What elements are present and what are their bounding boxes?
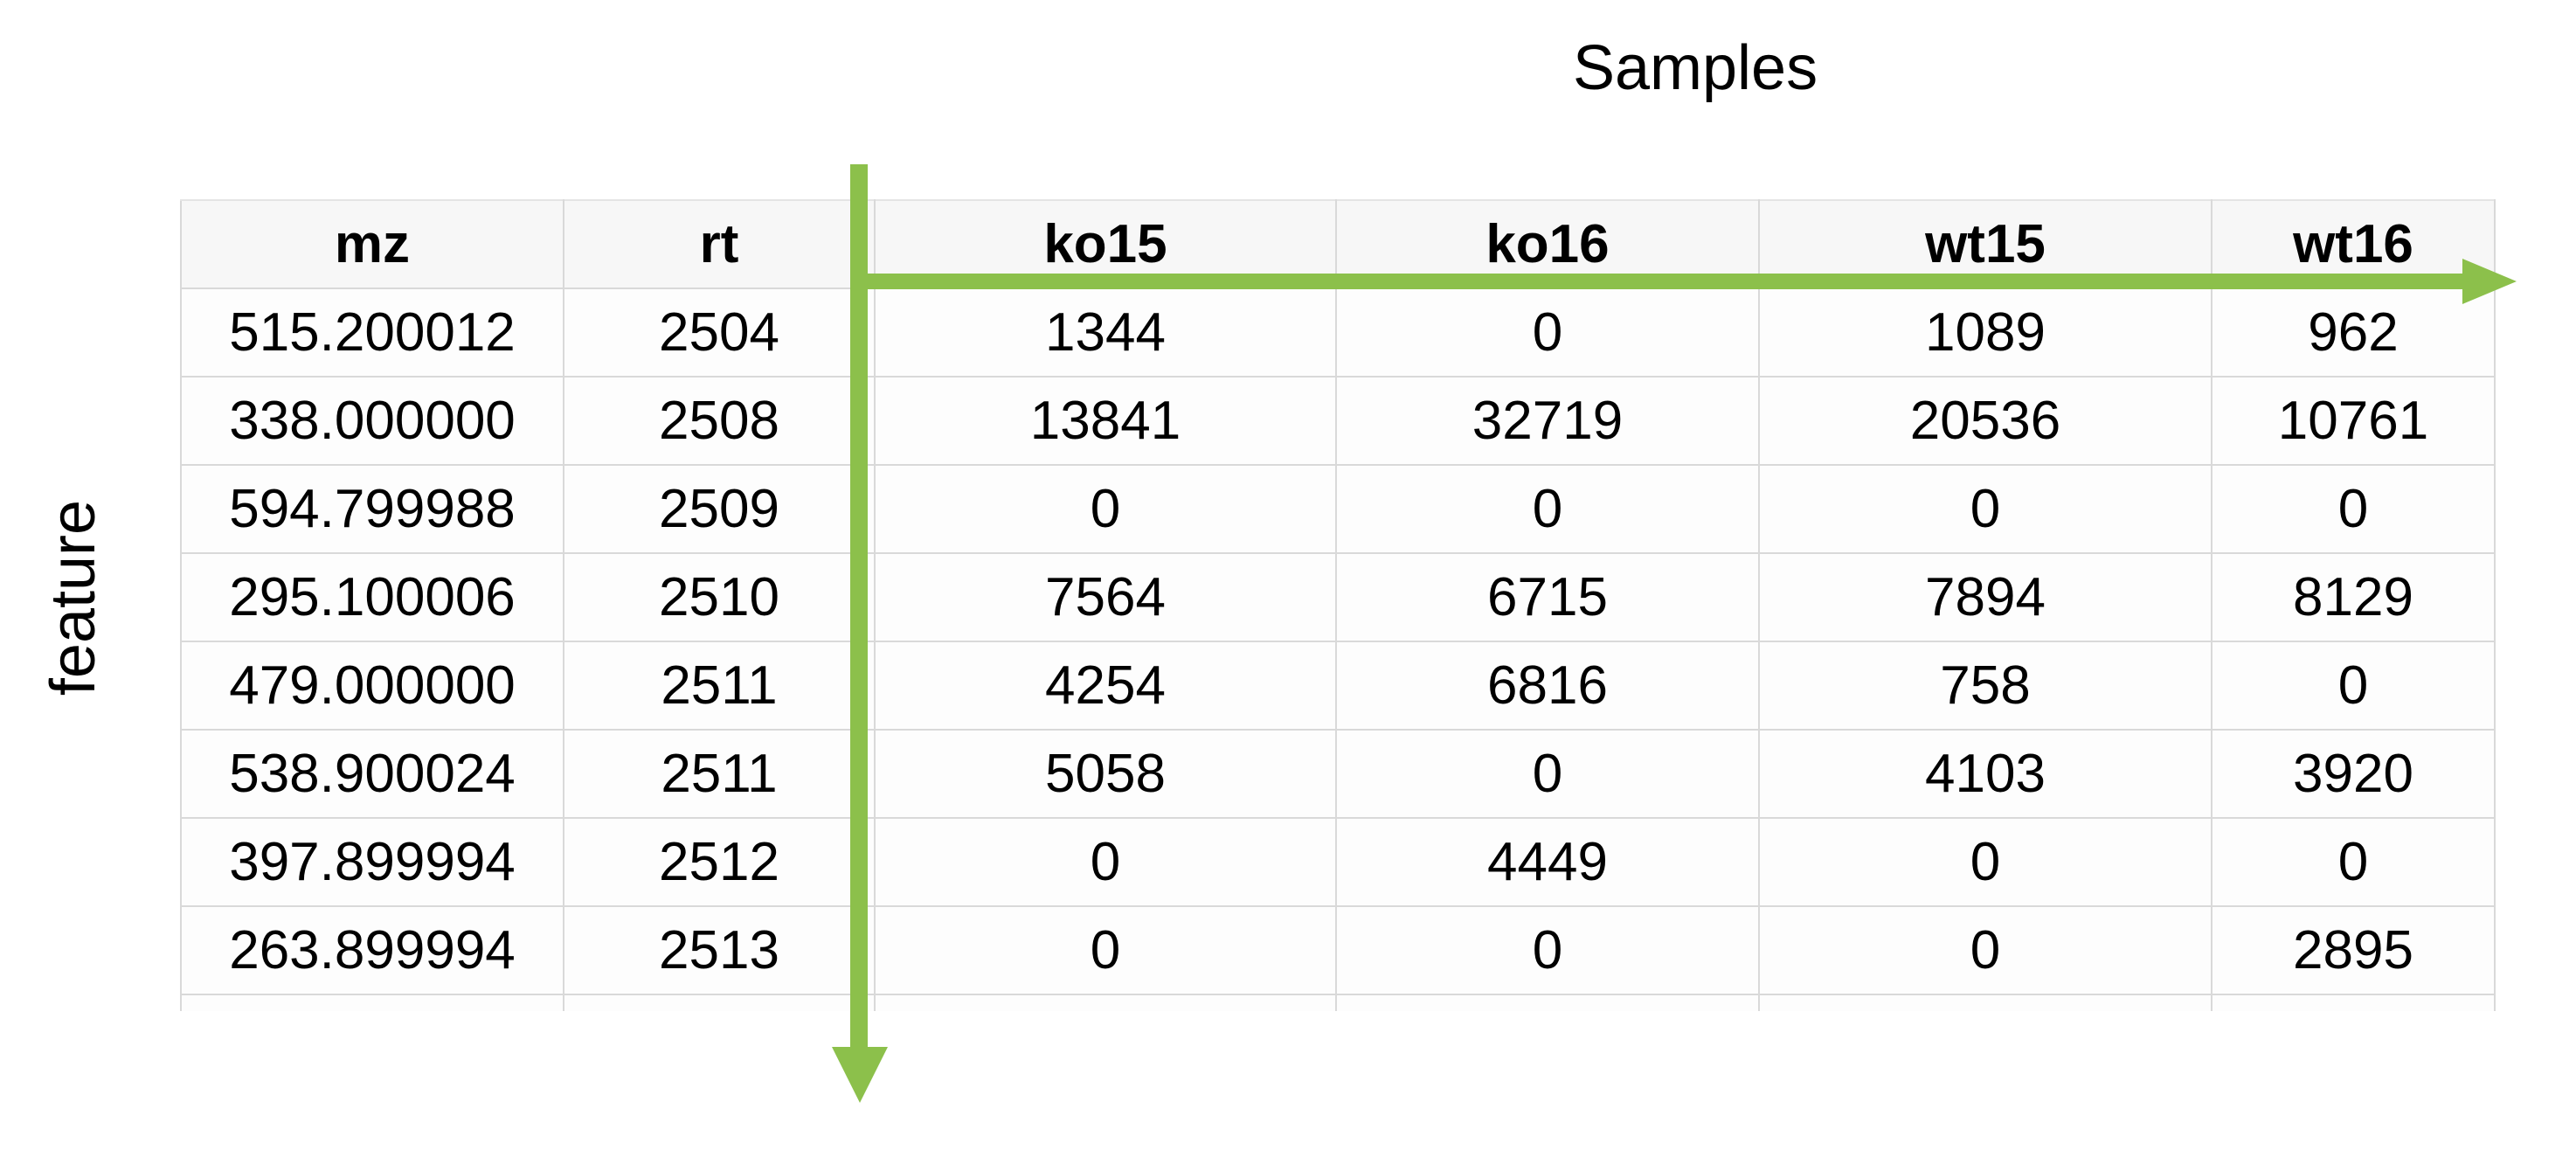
cell-ko16: 4449	[1336, 818, 1760, 907]
table-row: 397.899994 2512 0 4449 0 0	[180, 818, 2496, 907]
cell-wt15: 0	[1759, 465, 2212, 554]
cell-rt: 2511	[564, 730, 876, 819]
header-row: mz rt ko15 ko16 wt15 wt16	[180, 199, 2496, 289]
column-header-wt15: wt15	[1759, 199, 2212, 289]
cell-wt16: 10761	[2212, 377, 2496, 466]
cell-rt: 2512	[564, 818, 876, 907]
samples-axis-label: Samples	[1572, 33, 1818, 103]
cell-ko15: 4254	[875, 641, 1337, 731]
table-row: 594.799988 2509 0 0 0 0	[180, 465, 2496, 554]
cell-mz: 397.899994	[180, 818, 564, 907]
cell-wt16: 3920	[2212, 730, 2496, 819]
cell-ko15: 7564	[875, 553, 1337, 642]
cell-rt: 2509	[564, 465, 876, 554]
table-row: 479.000000 2511 4254 6816 758 0	[180, 641, 2496, 731]
empty-cell	[2212, 994, 2496, 1011]
column-header-ko16: ko16	[1336, 199, 1760, 289]
cell-mz: 538.900024	[180, 730, 564, 819]
cell-wt15: 20536	[1759, 377, 2212, 466]
table-row: 338.000000 2508 13841 32719 20536 10761	[180, 377, 2496, 466]
cell-ko15: 13841	[875, 377, 1337, 466]
cell-ko16: 0	[1336, 906, 1760, 995]
cell-wt15: 758	[1759, 641, 2212, 731]
table-row: 538.900024 2511 5058 0 4103 3920	[180, 730, 2496, 819]
table-row: 263.899994 2513 0 0 0 2895	[180, 906, 2496, 995]
cell-rt: 2513	[564, 906, 876, 995]
feature-arrow-head	[832, 1047, 888, 1103]
cell-mz: 295.100006	[180, 553, 564, 642]
table-row-continuation	[180, 994, 2496, 1011]
column-header-rt: rt	[564, 199, 876, 289]
feature-table: mz rt ko15 ko16 wt15 wt16 515.200012 2504…	[180, 199, 2496, 1011]
column-header-wt16: wt16	[2212, 199, 2496, 289]
cell-wt16: 0	[2212, 641, 2496, 731]
cell-ko15: 0	[875, 906, 1337, 995]
empty-cell	[875, 994, 1337, 1011]
cell-wt15: 7894	[1759, 553, 2212, 642]
cell-ko15: 5058	[875, 730, 1337, 819]
table-row: 515.200012 2504 1344 0 1089 962	[180, 288, 2496, 378]
empty-cell	[1336, 994, 1760, 1011]
cell-rt: 2510	[564, 553, 876, 642]
cell-ko16: 0	[1336, 465, 1760, 554]
cell-ko16: 0	[1336, 730, 1760, 819]
cell-mz: 515.200012	[180, 288, 564, 378]
cell-rt: 2504	[564, 288, 876, 378]
cell-ko16: 0	[1336, 288, 1760, 378]
cell-ko16: 32719	[1336, 377, 1760, 466]
cell-rt: 2508	[564, 377, 876, 466]
cell-ko15: 0	[875, 465, 1337, 554]
cell-wt15: 0	[1759, 818, 2212, 907]
empty-cell	[564, 994, 876, 1011]
cell-wt15: 0	[1759, 906, 2212, 995]
empty-cell	[1759, 994, 2212, 1011]
cell-wt16: 962	[2212, 288, 2496, 378]
cell-wt16: 0	[2212, 818, 2496, 907]
cell-wt16: 0	[2212, 465, 2496, 554]
column-header-ko15: ko15	[875, 199, 1337, 289]
table-body: 515.200012 2504 1344 0 1089 962 338.000000 2508…	[180, 288, 2496, 1011]
table-row: 295.100006 2510 7564 6715 7894 8129	[180, 553, 2496, 642]
cell-mz: 338.000000	[180, 377, 564, 466]
cell-ko15: 1344	[875, 288, 1337, 378]
cell-ko16: 6715	[1336, 553, 1760, 642]
cell-rt: 2511	[564, 641, 876, 731]
empty-cell	[180, 994, 564, 1011]
cell-mz: 594.799988	[180, 465, 564, 554]
cell-wt15: 4103	[1759, 730, 2212, 819]
cell-wt15: 1089	[1759, 288, 2212, 378]
feature-axis-label: feature	[38, 499, 108, 696]
cell-ko16: 6816	[1336, 641, 1760, 731]
column-header-mz: mz	[180, 199, 564, 289]
cell-mz: 479.000000	[180, 641, 564, 731]
cell-wt16: 8129	[2212, 553, 2496, 642]
cell-ko15: 0	[875, 818, 1337, 907]
cell-mz: 263.899994	[180, 906, 564, 995]
cell-wt16: 2895	[2212, 906, 2496, 995]
